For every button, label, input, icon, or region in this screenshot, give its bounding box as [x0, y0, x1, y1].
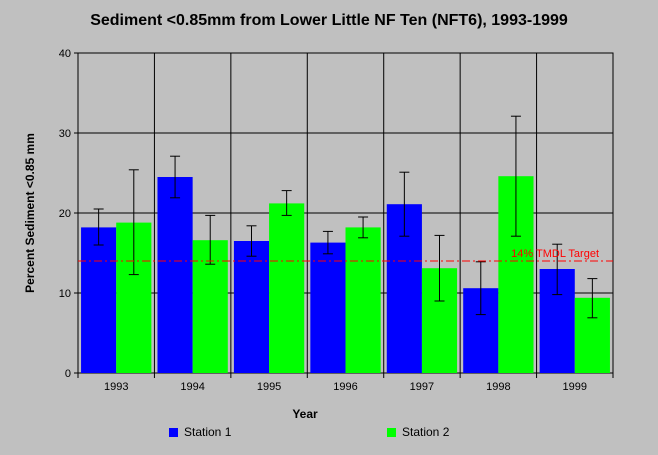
x-tick-label: 1994 [180, 381, 204, 393]
x-tick-label: 1997 [410, 381, 434, 393]
legend-item-station-1: Station 1 [169, 425, 231, 439]
bar-station-1-1996 [310, 242, 346, 373]
y-tick-label: 30 [59, 128, 71, 140]
y-axis-ticks: 0 10 20 30 40 [59, 48, 78, 380]
x-tick-label: 1999 [563, 381, 587, 393]
x-tick-label: 1993 [104, 381, 128, 393]
y-tick-label: 10 [59, 288, 71, 300]
bars [81, 176, 610, 373]
legend-item-station-2: Station 2 [387, 425, 449, 439]
bar-station-2-1995 [269, 203, 305, 373]
legend-label-station-2: Station 2 [402, 425, 450, 439]
reference-line-group: 14% TMDL Target [78, 248, 613, 262]
bar-station-1-1995 [233, 241, 270, 373]
y-tick-label: 0 [65, 368, 71, 380]
legend-swatch-station-1 [169, 427, 178, 437]
x-axis-ticks: 1993 1994 1995 1996 1997 1998 1999 [77, 373, 614, 393]
error-bars [93, 115, 598, 319]
legend-label-station-1: Station 1 [184, 425, 232, 439]
bar-station-2-1996 [345, 227, 381, 373]
x-tick-label: 1996 [333, 381, 357, 393]
legend-swatch-station-2 [387, 427, 396, 437]
y-tick-label: 20 [59, 208, 71, 220]
x-axis-label: Year [292, 407, 318, 421]
bar-station-1-1993 [81, 227, 117, 373]
reference-line-label: 14% TMDL Target [511, 248, 599, 260]
y-axis-label: Percent Sediment <0.85 mm [23, 133, 37, 293]
y-tick-label: 40 [59, 48, 71, 60]
chart-title: Sediment <0.85mm from Lower Little NF Te… [90, 12, 568, 29]
bar-station-1-1994 [157, 177, 193, 373]
x-tick-label: 1998 [486, 381, 510, 393]
x-tick-label: 1995 [257, 381, 281, 393]
